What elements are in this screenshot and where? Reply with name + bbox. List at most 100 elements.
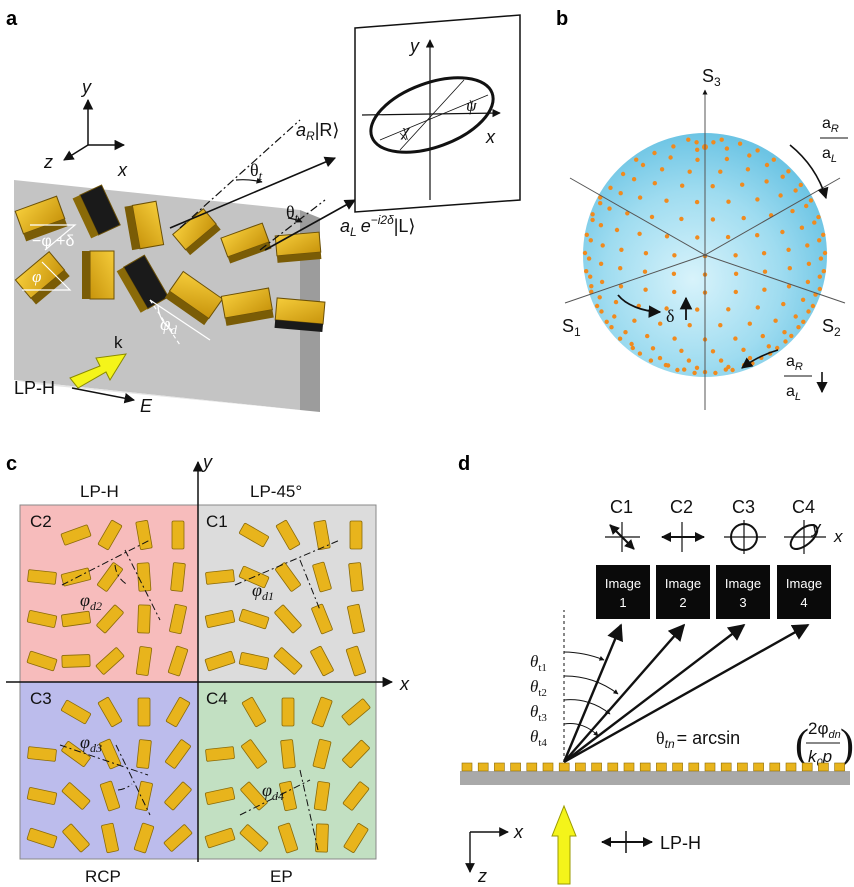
- nanobrick: [238, 608, 270, 630]
- sphere-dot: [817, 238, 822, 243]
- sphere-dot: [781, 301, 786, 307]
- sphere-dot: [664, 306, 669, 311]
- sphere-dot: [643, 287, 648, 292]
- nanobrick: [312, 561, 332, 593]
- theta-t4: θt4: [530, 727, 547, 749]
- sphere-dot: [694, 365, 700, 370]
- nanobrick: [342, 739, 370, 769]
- sphere-dot: [798, 182, 803, 188]
- sphere-dot: [801, 319, 806, 324]
- sphere-dot: [598, 201, 603, 206]
- sphere-dot: [723, 367, 728, 372]
- theta-t-upper: θt: [250, 160, 263, 183]
- theta-t3: θt3: [530, 702, 547, 724]
- nanobrick: [135, 646, 153, 676]
- sphere-dot: [620, 171, 626, 177]
- nanobrick: [656, 762, 667, 772]
- nanobrick: [238, 652, 270, 670]
- sphere-dot: [733, 253, 738, 258]
- angle-phi-d3: φd3: [80, 732, 102, 755]
- sphere-dot: [761, 251, 767, 256]
- sphere-dot: [764, 179, 769, 184]
- sphere-dot: [623, 330, 628, 335]
- nanobrick: [163, 824, 193, 852]
- svg-text:1: 1: [619, 595, 626, 610]
- sphere-dot: [659, 167, 665, 172]
- sphere-dot: [692, 370, 697, 376]
- sphere-dot: [783, 339, 788, 344]
- nanobrick: [60, 524, 92, 546]
- sphere-dot: [726, 307, 731, 312]
- sphere-dot: [599, 279, 605, 285]
- nanobrick: [834, 762, 845, 772]
- ratio-top-label: aR aL: [820, 115, 848, 165]
- c-axis-y-label: y: [201, 452, 213, 472]
- theta-t-lower: θt: [286, 202, 299, 225]
- nanobrick: [61, 699, 91, 725]
- sphere-dot: [625, 211, 630, 216]
- sphere-dot: [773, 318, 778, 323]
- sphere-dot: [747, 321, 752, 326]
- sphere-dot: [713, 370, 718, 376]
- sphere-dot: [612, 314, 617, 319]
- nanobrick: [26, 787, 58, 805]
- svg-text:θtn= arcsin: θtn = arcsin: [656, 728, 740, 751]
- sphere-dot: [645, 333, 650, 339]
- d-axis-z-label: z: [477, 866, 487, 886]
- sphere-dot: [755, 233, 760, 238]
- sphere-dot: [590, 212, 595, 217]
- nanobrick: [101, 822, 119, 854]
- nanobrick: [97, 697, 123, 727]
- nanobrick: [526, 762, 538, 772]
- polarization-ellipse-screen: [354, 14, 521, 213]
- sphere-dot: [643, 251, 649, 256]
- sphere-dot: [597, 295, 602, 300]
- nanobrick: [135, 780, 153, 812]
- nanobrick: [239, 522, 269, 548]
- sphere-dot: [710, 184, 715, 189]
- sphere-dot: [789, 333, 794, 339]
- sphere-dot: [687, 169, 692, 174]
- quadrant-label-ep: EP: [270, 867, 293, 886]
- nanobrick: [26, 827, 58, 849]
- panel-d: d C1 C2 C3 C4 y x Image: [458, 453, 854, 886]
- sphere-dot: [590, 217, 595, 223]
- sphere-dot: [686, 358, 692, 363]
- nanobrick: [61, 782, 91, 810]
- sphere-dot: [640, 162, 646, 168]
- svg-text:(: (: [795, 722, 809, 768]
- sphere-dot: [695, 147, 700, 152]
- diffraction-formula: θtn= arcsin ( ) 2φdn k0p: [656, 719, 854, 769]
- d-substrate: [460, 771, 850, 785]
- sphere-dot: [663, 362, 669, 368]
- incident-k-label: k: [114, 333, 123, 352]
- sphere-dot: [687, 323, 692, 328]
- nanobrick: [461, 762, 473, 772]
- nanobrick: [26, 650, 58, 672]
- quadrant-label-lp-45: LP-45°: [250, 482, 302, 501]
- nanobrick: [61, 654, 91, 668]
- axes-triad: y x z: [43, 77, 128, 180]
- channel-label-c3: C3: [732, 497, 755, 517]
- nanobrick: [274, 604, 302, 634]
- nanobrick: [96, 604, 124, 634]
- channel-label-c4: C4: [792, 497, 815, 517]
- nanobrick: [313, 520, 331, 550]
- theta-arcs: [563, 651, 619, 737]
- nanobrick: [280, 739, 296, 769]
- nanobrick: [343, 823, 369, 853]
- sphere-dot: [664, 234, 670, 239]
- sphere-dot: [817, 274, 822, 279]
- channel-label-c2: C2: [670, 497, 693, 517]
- sphere-dot: [790, 208, 795, 214]
- sphere-dot: [724, 146, 730, 151]
- sphere-dot: [668, 155, 673, 160]
- sphere-dot: [675, 367, 680, 373]
- nanobrick: [818, 762, 829, 772]
- sphere-dot: [808, 198, 814, 203]
- nanobrick-array: [14, 184, 326, 333]
- sphere-dot: [771, 157, 776, 162]
- svg-text:3: 3: [739, 595, 746, 610]
- sphere-dot: [741, 347, 746, 352]
